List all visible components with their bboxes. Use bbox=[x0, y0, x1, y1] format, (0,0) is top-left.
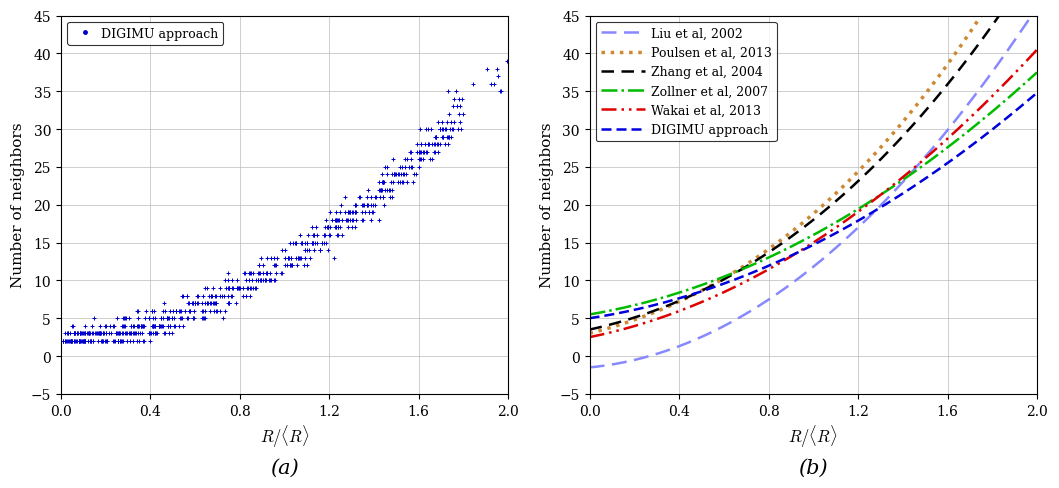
Zollner et al, 2007 bbox=[729, 270, 741, 276]
Poulsen et al, 2013 bbox=[907, 108, 919, 114]
Poulsen et al, 2013 bbox=[584, 331, 596, 337]
DIGIMU approach bbox=[729, 277, 741, 283]
Wakai et al, 2013 bbox=[865, 200, 878, 206]
Liu et al, 2002 bbox=[865, 213, 878, 219]
Wakai et al, 2013 bbox=[638, 321, 650, 326]
Zollner et al, 2007 bbox=[907, 171, 919, 177]
Wakai et al, 2013 bbox=[907, 167, 919, 173]
Wakai et al, 2013 bbox=[729, 284, 741, 290]
Wakai et al, 2013 bbox=[1030, 48, 1043, 54]
Y-axis label: Number of neighbors: Number of neighbors bbox=[540, 123, 554, 288]
Poulsen et al, 2013 bbox=[865, 156, 878, 162]
Zhang et al, 2004 bbox=[638, 312, 650, 318]
Zhang et al, 2004 bbox=[865, 166, 878, 172]
Liu et al, 2002 bbox=[760, 298, 773, 304]
DIGIMU approach bbox=[865, 211, 878, 217]
Line: Zhang et al, 2004: Zhang et al, 2004 bbox=[590, 0, 1037, 330]
Liu et al, 2002 bbox=[729, 317, 741, 323]
X-axis label: $R/\langle R\rangle$: $R/\langle R\rangle$ bbox=[789, 423, 838, 449]
Wakai et al, 2013 bbox=[909, 165, 921, 171]
Zollner et al, 2007 bbox=[1030, 70, 1043, 76]
Zollner et al, 2007 bbox=[584, 312, 596, 318]
Zollner et al, 2007 bbox=[638, 301, 650, 306]
Poulsen et al, 2013 bbox=[638, 314, 650, 320]
Liu et al, 2002 bbox=[907, 169, 919, 175]
Legend: Liu et al, 2002, Poulsen et al, 2013, Zhang et al, 2004, Zollner et al, 2007, Wa: Liu et al, 2002, Poulsen et al, 2013, Zh… bbox=[596, 23, 776, 142]
Zollner et al, 2007 bbox=[909, 169, 921, 175]
DIGIMU approach bbox=[584, 316, 596, 322]
X-axis label: $R/\langle R\rangle$: $R/\langle R\rangle$ bbox=[259, 423, 309, 449]
DIGIMU approach bbox=[909, 183, 921, 189]
Line: Zollner et al, 2007: Zollner et al, 2007 bbox=[590, 73, 1037, 315]
Zollner et al, 2007 bbox=[760, 256, 773, 262]
Wakai et al, 2013 bbox=[760, 268, 773, 274]
Liu et al, 2002 bbox=[638, 355, 650, 361]
Liu et al, 2002 bbox=[1030, 5, 1043, 11]
Poulsen et al, 2013 bbox=[909, 105, 921, 111]
Line: DIGIMU approach: DIGIMU approach bbox=[590, 94, 1037, 319]
Zhang et al, 2004 bbox=[584, 327, 596, 333]
Zollner et al, 2007 bbox=[865, 199, 878, 204]
Zhang et al, 2004 bbox=[907, 123, 919, 129]
DIGIMU approach bbox=[1030, 91, 1043, 97]
Legend: DIGIMU approach: DIGIMU approach bbox=[67, 23, 223, 46]
Y-axis label: Number of neighbors: Number of neighbors bbox=[11, 123, 25, 288]
Poulsen et al, 2013 bbox=[729, 269, 741, 275]
Line: Poulsen et al, 2013: Poulsen et al, 2013 bbox=[590, 0, 1037, 334]
Text: (a): (a) bbox=[270, 458, 299, 477]
Zhang et al, 2004 bbox=[760, 251, 773, 257]
Wakai et al, 2013 bbox=[584, 334, 596, 340]
DIGIMU approach bbox=[760, 264, 773, 270]
Poulsen et al, 2013 bbox=[760, 248, 773, 254]
Zhang et al, 2004 bbox=[729, 270, 741, 276]
Liu et al, 2002 bbox=[909, 166, 921, 172]
DIGIMU approach bbox=[907, 185, 919, 191]
Liu et al, 2002 bbox=[584, 365, 596, 370]
Text: (b): (b) bbox=[798, 458, 828, 477]
Line: Wakai et al, 2013: Wakai et al, 2013 bbox=[590, 51, 1037, 337]
Line: Liu et al, 2002: Liu et al, 2002 bbox=[590, 8, 1037, 367]
Zhang et al, 2004 bbox=[909, 121, 921, 126]
DIGIMU approach bbox=[638, 305, 650, 311]
